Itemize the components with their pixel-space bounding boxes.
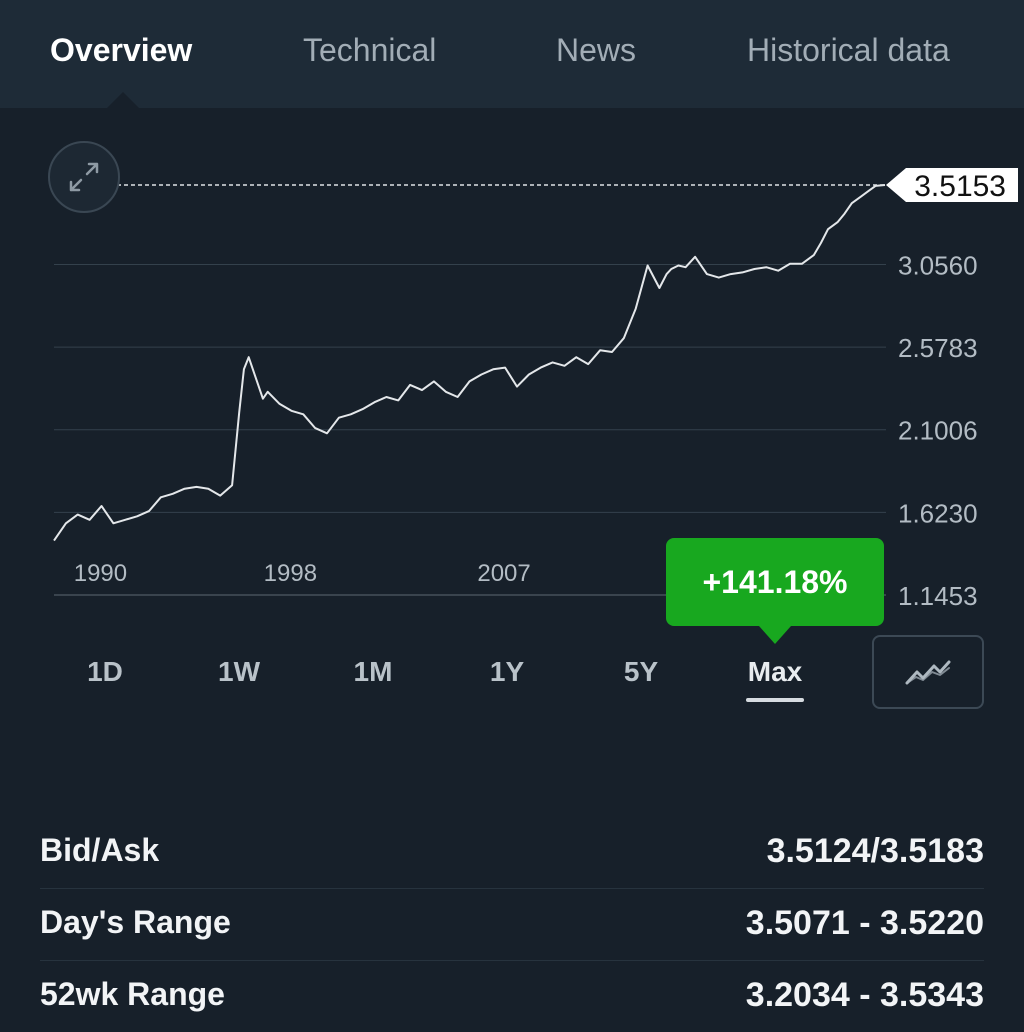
y-axis-tick-label: 1.6230 bbox=[898, 498, 978, 528]
performance-badge: +141.18% bbox=[666, 538, 884, 626]
stat-row-52wk-range: 52wk Range 3.2034 - 3.5343 bbox=[40, 960, 984, 1032]
x-axis-tick-label: 1998 bbox=[264, 560, 317, 587]
range-1y[interactable]: 1Y bbox=[489, 656, 525, 687]
performance-badge-pointer bbox=[759, 626, 791, 644]
range-1w[interactable]: 1W bbox=[218, 656, 260, 687]
stat-label: 52wk Range bbox=[40, 976, 225, 1012]
current-price-label: 3.5153 bbox=[914, 170, 1006, 203]
stat-row-days-range: Day's Range 3.5071 - 3.5220 bbox=[40, 888, 984, 961]
line-chart-icon bbox=[905, 660, 951, 685]
tab-overview[interactable]: Overview bbox=[50, 32, 193, 68]
active-range-indicator bbox=[746, 698, 804, 702]
y-axis-tick-label: 3.0560 bbox=[898, 250, 978, 280]
current-price-flag: 3.5153 bbox=[886, 168, 1018, 203]
tab-bar: Overview Technical News Historical data bbox=[0, 0, 1024, 108]
x-axis-tick-label: 2007 bbox=[477, 560, 530, 587]
stat-label: Bid/Ask bbox=[40, 832, 160, 868]
range-5y[interactable]: 5Y bbox=[623, 656, 659, 687]
expand-arrows-icon[interactable] bbox=[48, 141, 120, 213]
tab-technical[interactable]: Technical bbox=[303, 32, 437, 68]
tab-historical-data[interactable]: Historical data bbox=[747, 32, 950, 68]
x-axis-tick-label: 1990 bbox=[74, 560, 127, 587]
range-max[interactable]: Max bbox=[747, 656, 803, 687]
y-axis-tick-label: 1.1453 bbox=[898, 581, 978, 611]
stat-label: Day's Range bbox=[40, 904, 231, 940]
price-line-series bbox=[53, 184, 886, 542]
range-1m[interactable]: 1M bbox=[353, 656, 393, 687]
range-1d[interactable]: 1D bbox=[87, 656, 123, 687]
price-chart[interactable]: 3.0560 2.5783 2.1006 1.6230 1.1453 1990 1998 2… bbox=[0, 108, 1024, 628]
performance-value: +141.18% bbox=[702, 563, 848, 600]
stat-row-bid-ask: Bid/Ask 3.5124/3.5183 bbox=[40, 816, 984, 889]
tab-news[interactable]: News bbox=[556, 32, 637, 68]
active-tab-indicator bbox=[107, 92, 139, 108]
stat-value: 3.2034 - 3.5343 bbox=[745, 976, 984, 1014]
y-axis-tick-label: 2.5783 bbox=[898, 333, 978, 363]
chart-type-button[interactable] bbox=[872, 635, 984, 709]
stat-value: 3.5071 - 3.5220 bbox=[745, 904, 984, 942]
stat-value: 3.5124/3.5183 bbox=[766, 832, 984, 870]
y-axis-tick-label: 2.1006 bbox=[898, 416, 978, 446]
